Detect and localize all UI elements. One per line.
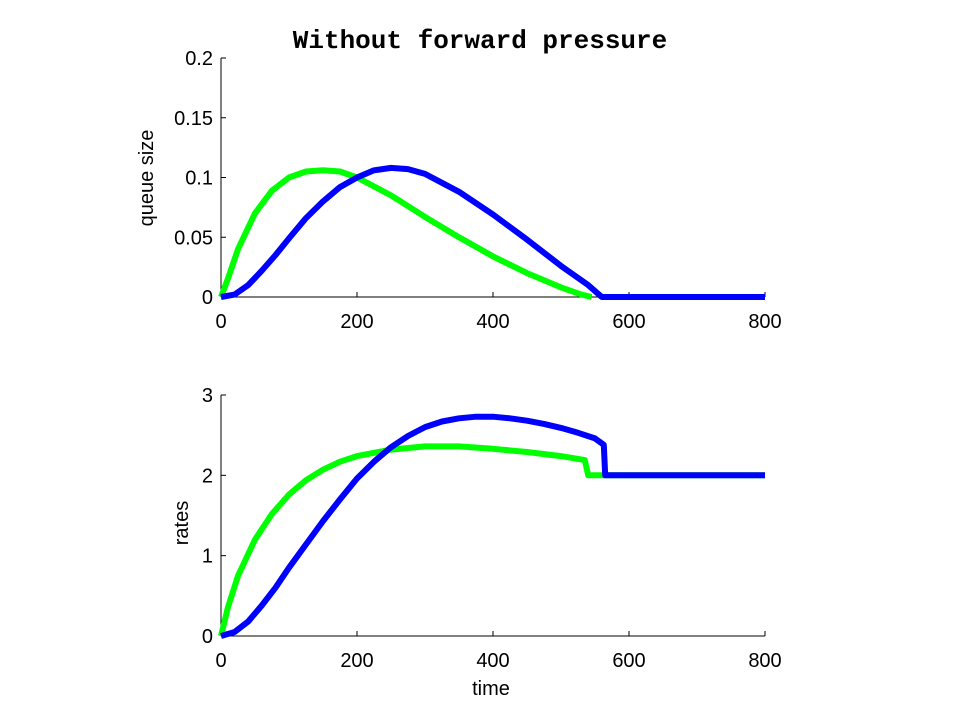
y-tick-label-top: 0.1 xyxy=(185,168,213,190)
chart-title: Without forward pressure xyxy=(293,26,667,56)
plot-queue-size: 0 200 400 600 800 0 0.05 0.1 0.15 0.2 queue size xyxy=(136,48,782,333)
x-tick-label-top: 800 xyxy=(748,311,781,333)
series-group-top xyxy=(218,164,765,300)
x-axis-label-bottom: time xyxy=(472,678,510,700)
x-tick-label-bottom: 400 xyxy=(476,650,509,672)
y-tick-label-top: 0.05 xyxy=(174,227,213,249)
y-tick-label-bottom: 1 xyxy=(202,546,213,568)
y-tick-label-top: 0.2 xyxy=(185,48,213,70)
x-tick-label-bottom: 0 xyxy=(215,650,226,672)
x-tick-label-bottom: 800 xyxy=(748,650,781,672)
series-line-top-2 xyxy=(220,164,765,300)
series-line-top-1 xyxy=(218,167,593,300)
ticks-bottom: 0 200 400 600 800 0 1 2 3 xyxy=(202,385,782,672)
x-tick-label-bottom: 600 xyxy=(612,650,645,672)
y-tick-label-top: 0 xyxy=(202,287,213,309)
x-tick-label-bottom: 200 xyxy=(340,650,373,672)
x-tick-label-top: 400 xyxy=(476,311,509,333)
y-tick-label-bottom: 2 xyxy=(202,465,213,487)
ticks-top: 0 200 400 600 800 0 0.05 0.1 0.15 0.2 xyxy=(174,48,782,333)
series-line-bottom-2 xyxy=(220,413,765,639)
x-tick-label-top: 0 xyxy=(215,311,226,333)
plot-rates: 0 200 400 600 800 0 1 2 3 rates time xyxy=(171,385,782,700)
series-line-bottom-1 xyxy=(218,443,765,637)
plot-area-bottom xyxy=(220,395,765,637)
x-tick-label-top: 600 xyxy=(612,311,645,333)
x-tick-label-top: 200 xyxy=(340,311,373,333)
y-tick-label-bottom: 3 xyxy=(202,385,213,407)
y-tick-label-top: 0.15 xyxy=(174,108,213,130)
y-axis-label-top: queue size xyxy=(136,130,158,227)
y-axis-label-bottom: rates xyxy=(171,501,193,545)
y-tick-label-bottom: 0 xyxy=(202,626,213,648)
series-group-bottom xyxy=(218,413,765,639)
plot-area-top xyxy=(220,58,765,298)
